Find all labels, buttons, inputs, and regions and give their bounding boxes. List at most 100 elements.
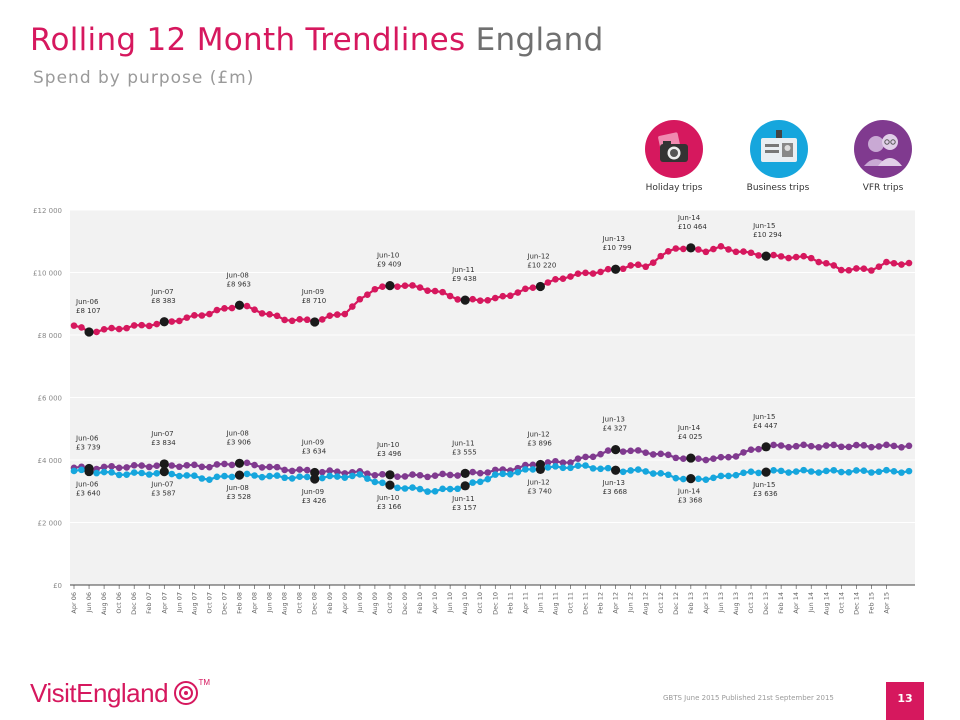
data-point — [567, 273, 574, 280]
vfr-trips-icon — [854, 120, 912, 178]
data-point — [815, 258, 823, 266]
callout-date: Jun-07 — [150, 481, 173, 489]
data-point — [491, 466, 499, 474]
data-point — [416, 471, 424, 479]
data-point — [296, 466, 303, 473]
data-point — [860, 265, 868, 272]
callout-date: Jun-06 — [75, 481, 99, 489]
data-point — [905, 442, 913, 450]
data-point — [191, 312, 198, 319]
data-point — [138, 469, 146, 477]
data-point — [176, 472, 183, 480]
data-point — [619, 468, 627, 476]
callout-value: £10 799 — [603, 244, 632, 252]
data-point — [725, 453, 732, 461]
data-point — [822, 259, 830, 267]
data-point — [341, 474, 349, 481]
data-point — [634, 466, 642, 473]
data-point — [318, 474, 326, 482]
data-point — [582, 453, 589, 461]
x-tick-label: Apr 11 — [521, 592, 529, 614]
data-point — [318, 316, 326, 323]
data-point — [108, 462, 115, 470]
data-point — [281, 316, 288, 324]
data-point — [70, 322, 78, 329]
data-point — [228, 304, 236, 312]
data-point — [845, 266, 853, 274]
data-point — [379, 479, 386, 487]
callout-value: £9 438 — [452, 275, 477, 283]
x-tick-label: Dec 07 — [220, 592, 228, 615]
callout-date: Jun-06 — [75, 298, 99, 306]
x-tick-label: Jun 07 — [175, 592, 183, 614]
data-point — [552, 457, 559, 465]
x-axis: Apr 06 Jun 06 Aug 06 Oct 06 Dec 06 Feb 07 Apr … — [70, 585, 890, 615]
title-main: Rolling 12 Month Trendlines — [30, 22, 466, 58]
x-tick-label: Apr 10 — [431, 592, 439, 614]
data-point — [710, 474, 717, 482]
data-point — [198, 475, 206, 482]
data-point — [491, 471, 499, 478]
callout-marker — [460, 481, 470, 491]
data-point — [514, 468, 522, 476]
callout-date: Jun-12 — [526, 478, 549, 486]
x-tick-label: Jun 10 — [446, 592, 454, 614]
data-point — [777, 442, 785, 449]
data-point — [559, 275, 567, 282]
data-point — [725, 472, 732, 480]
x-tick-label: Apr 06 — [70, 592, 78, 614]
callout-value: £3 166 — [377, 503, 402, 511]
data-point — [815, 469, 823, 476]
data-point — [853, 441, 860, 449]
data-point — [198, 463, 206, 471]
data-point — [785, 443, 792, 451]
data-point — [446, 471, 454, 479]
data-point — [288, 475, 296, 482]
x-tick-label: Aug 06 — [100, 592, 108, 615]
data-point — [875, 443, 883, 450]
callout-value: £3 739 — [76, 443, 101, 451]
data-point — [822, 467, 830, 475]
x-tick-label: Dec 09 — [401, 592, 409, 615]
data-point — [792, 468, 800, 475]
data-point — [883, 258, 890, 266]
x-tick-label: Feb 11 — [506, 592, 514, 614]
data-point — [710, 245, 717, 253]
data-point — [604, 265, 612, 273]
callout-marker — [84, 466, 94, 477]
data-point — [785, 254, 792, 262]
data-point — [303, 473, 311, 481]
callout-date: Jun-11 — [451, 495, 474, 503]
y-tick-label: £0 — [53, 582, 62, 590]
data-point — [484, 297, 492, 304]
callout-marker — [761, 467, 771, 477]
callout-marker — [611, 264, 621, 274]
y-tick-label: £12 000 — [33, 207, 62, 215]
callout-value: £9 409 — [377, 261, 402, 269]
data-point — [296, 316, 303, 323]
title-region: England — [475, 22, 604, 58]
data-point — [266, 310, 273, 318]
x-tick-label: Jun 08 — [266, 592, 274, 614]
callout-date: Jun-10 — [376, 252, 399, 260]
callout-value: £3 668 — [603, 488, 628, 496]
data-point — [371, 478, 379, 486]
data-point — [168, 462, 176, 469]
x-tick-label: Oct 06 — [115, 592, 123, 614]
data-point — [123, 464, 130, 471]
callout-date: Jun-14 — [677, 214, 701, 222]
source-note: GBTS June 2015 Published 21st September … — [663, 694, 834, 702]
callout-marker — [159, 317, 169, 327]
data-point — [243, 470, 251, 478]
data-point — [153, 469, 161, 477]
data-point — [364, 470, 371, 478]
data-point — [702, 456, 710, 464]
x-tick-label: Jun 09 — [356, 592, 364, 614]
data-point — [890, 468, 898, 475]
data-point — [333, 468, 341, 476]
x-tick-label: Feb 08 — [235, 592, 243, 614]
x-tick-label: Dec 10 — [491, 592, 499, 615]
callout-value: £8 710 — [302, 297, 327, 305]
callout-marker — [310, 474, 320, 484]
